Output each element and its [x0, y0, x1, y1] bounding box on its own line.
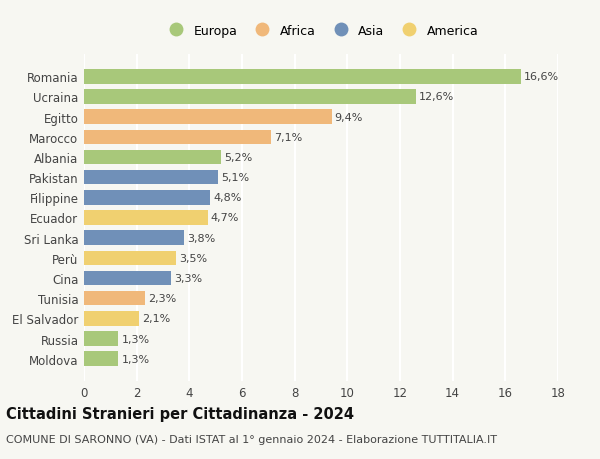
Bar [84, 171, 218, 185]
Bar [84, 190, 211, 205]
Bar [84, 231, 184, 246]
Legend: Europa, Africa, Asia, America: Europa, Africa, Asia, America [161, 22, 481, 40]
Text: 12,6%: 12,6% [419, 92, 454, 102]
Bar [84, 331, 118, 346]
Bar [84, 90, 416, 105]
Text: 4,8%: 4,8% [214, 193, 242, 203]
Text: 1,3%: 1,3% [121, 354, 149, 364]
Bar [84, 311, 139, 326]
Text: 3,3%: 3,3% [174, 274, 202, 283]
Text: 5,1%: 5,1% [221, 173, 250, 183]
Bar [84, 151, 221, 165]
Text: 9,4%: 9,4% [335, 112, 363, 123]
Bar [84, 271, 171, 285]
Text: 2,3%: 2,3% [148, 294, 176, 303]
Text: Cittadini Stranieri per Cittadinanza - 2024: Cittadini Stranieri per Cittadinanza - 2… [6, 406, 354, 421]
Text: 2,1%: 2,1% [142, 313, 171, 324]
Bar [84, 70, 521, 84]
Bar [84, 130, 271, 145]
Text: 16,6%: 16,6% [524, 72, 559, 82]
Bar [84, 251, 176, 265]
Text: 4,7%: 4,7% [211, 213, 239, 223]
Text: 3,8%: 3,8% [187, 233, 215, 243]
Text: 3,5%: 3,5% [179, 253, 208, 263]
Text: 1,3%: 1,3% [121, 334, 149, 344]
Bar [84, 291, 145, 306]
Text: 5,2%: 5,2% [224, 153, 253, 162]
Text: COMUNE DI SARONNO (VA) - Dati ISTAT al 1° gennaio 2024 - Elaborazione TUTTITALIA: COMUNE DI SARONNO (VA) - Dati ISTAT al 1… [6, 434, 497, 444]
Bar [84, 352, 118, 366]
Bar [84, 110, 332, 125]
Bar [84, 211, 208, 225]
Text: 7,1%: 7,1% [274, 133, 302, 142]
